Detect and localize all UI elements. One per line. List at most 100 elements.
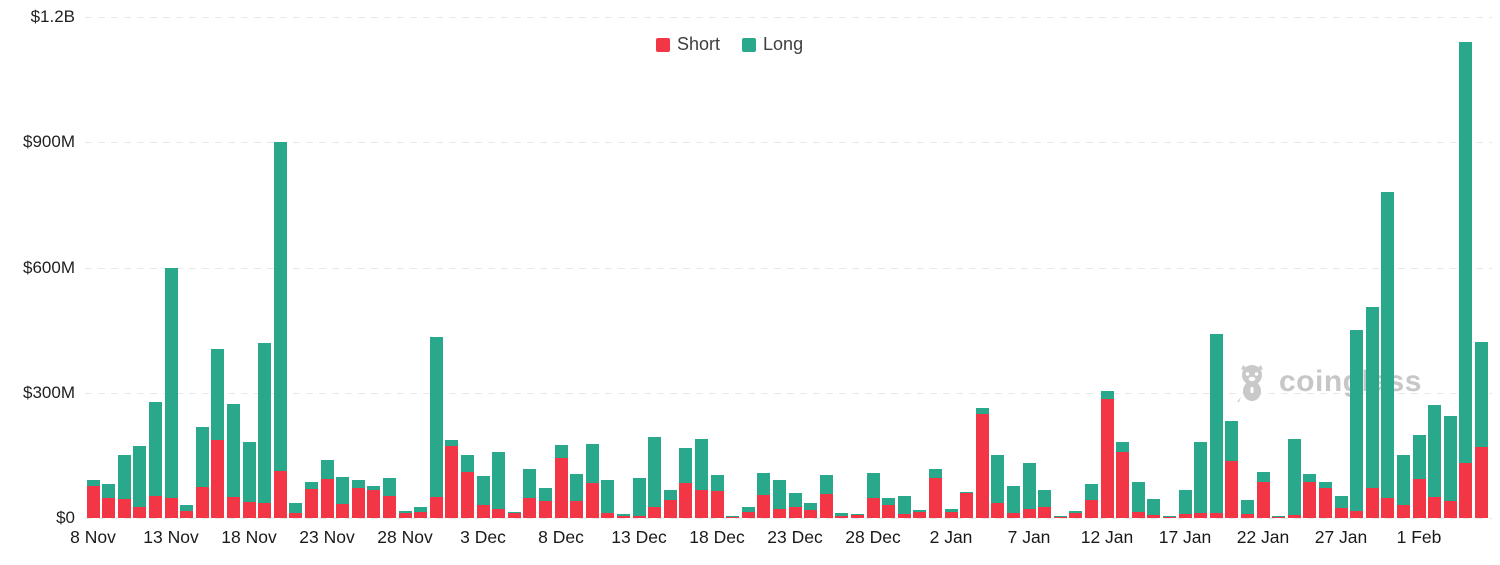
bar-14-jan[interactable] (1131, 481, 1145, 518)
coinglass-bear-icon (1237, 365, 1263, 402)
legend-item-long[interactable]: Long (742, 34, 803, 55)
bar-16-jan[interactable] (1162, 515, 1176, 518)
bar-27-dec[interactable] (850, 513, 864, 518)
bar-7-jan[interactable] (1022, 463, 1036, 518)
bar-30-nov[interactable] (429, 337, 443, 518)
bar-26-dec[interactable] (835, 513, 849, 518)
bar-8-dec[interactable] (554, 444, 568, 518)
bar-20-dec[interactable] (741, 506, 755, 518)
bar-9-nov[interactable] (102, 484, 116, 518)
long-segment (1318, 481, 1332, 488)
bar-28-dec[interactable] (866, 472, 880, 518)
bar-27-jan[interactable] (1334, 495, 1348, 518)
bar-10-dec[interactable] (585, 443, 599, 518)
bar-14-dec[interactable] (648, 437, 662, 518)
bar-16-nov[interactable] (211, 348, 225, 518)
bar-6-dec[interactable] (523, 469, 537, 518)
bar-10-jan[interactable] (1069, 511, 1083, 518)
bar-1-dec[interactable] (445, 439, 459, 518)
bar-14-nov[interactable] (180, 505, 194, 518)
bar-11-dec[interactable] (601, 479, 615, 518)
bar-22-dec[interactable] (772, 480, 786, 518)
bar-22-jan[interactable] (1256, 471, 1270, 518)
bar-19-jan[interactable] (1209, 334, 1223, 518)
bar-25-dec[interactable] (819, 475, 833, 518)
bar-16-dec[interactable] (679, 448, 693, 518)
bar-29-nov[interactable] (414, 507, 428, 518)
bar-21-jan[interactable] (1240, 500, 1254, 518)
bar-30-dec[interactable] (897, 495, 911, 518)
bar-15-nov[interactable] (195, 427, 209, 518)
bar-4-dec[interactable] (492, 451, 506, 518)
bar-17-nov[interactable] (226, 404, 240, 518)
bar-2-dec[interactable] (460, 455, 474, 518)
bar-29-jan[interactable] (1365, 307, 1379, 518)
bar-15-jan[interactable] (1147, 499, 1161, 518)
long-segment (1209, 334, 1223, 513)
bar-13-dec[interactable] (632, 477, 646, 518)
bar-1-jan[interactable] (928, 469, 942, 518)
bar-24-jan[interactable] (1287, 439, 1301, 518)
bar-20-jan[interactable] (1225, 421, 1239, 518)
bar-11-jan[interactable] (1084, 484, 1098, 518)
bar-7-dec[interactable] (538, 487, 552, 518)
bar-31-jan[interactable] (1396, 455, 1410, 518)
bar-9-jan[interactable] (1053, 515, 1067, 518)
bar-18-jan[interactable] (1194, 442, 1208, 518)
bar-2-feb[interactable] (1428, 405, 1442, 518)
long-segment (1069, 511, 1083, 514)
bar-3-feb[interactable] (1443, 415, 1457, 518)
bar-12-dec[interactable] (616, 514, 630, 518)
bar-21-dec[interactable] (757, 472, 771, 518)
bar-4-jan[interactable] (975, 407, 989, 518)
bar-2-jan[interactable] (944, 509, 958, 518)
short-segment (616, 515, 630, 518)
bar-25-nov[interactable] (351, 479, 365, 518)
bar-26-nov[interactable] (367, 485, 381, 518)
bar-12-jan[interactable] (1100, 391, 1114, 518)
bar-15-dec[interactable] (663, 490, 677, 518)
bar-8-nov[interactable] (86, 480, 100, 518)
bar-3-jan[interactable] (960, 491, 974, 518)
bar-5-jan[interactable] (991, 455, 1005, 518)
bar-18-nov[interactable] (242, 442, 256, 518)
bar-18-dec[interactable] (710, 475, 724, 518)
bar-17-dec[interactable] (694, 439, 708, 518)
bar-24-dec[interactable] (804, 503, 818, 518)
bar-19-dec[interactable] (726, 515, 740, 518)
bar-12-nov[interactable] (148, 402, 162, 518)
bar-11-nov[interactable] (133, 446, 147, 518)
legend-label-long: Long (763, 34, 804, 54)
bar-26-jan[interactable] (1318, 481, 1332, 518)
long-segment (1240, 500, 1254, 515)
bar-21-nov[interactable] (289, 503, 303, 518)
bar-13-jan[interactable] (1116, 442, 1130, 518)
long-segment (242, 442, 256, 502)
bar-28-nov[interactable] (398, 511, 412, 518)
bar-25-jan[interactable] (1303, 474, 1317, 518)
bar-27-nov[interactable] (382, 477, 396, 518)
bar-20-nov[interactable] (273, 141, 287, 518)
bar-5-feb[interactable] (1474, 342, 1488, 518)
bar-13-nov[interactable] (164, 267, 178, 518)
bar-17-jan[interactable] (1178, 490, 1192, 518)
legend-item-short[interactable]: Short (656, 34, 720, 55)
bar-23-nov[interactable] (320, 460, 334, 518)
bar-5-dec[interactable] (507, 511, 521, 518)
bar-1-feb[interactable] (1412, 435, 1426, 518)
bar-24-nov[interactable] (336, 477, 350, 518)
bar-3-dec[interactable] (476, 476, 490, 518)
bar-31-dec[interactable] (913, 510, 927, 518)
bar-22-nov[interactable] (304, 481, 318, 518)
bar-30-jan[interactable] (1381, 192, 1395, 518)
bar-6-jan[interactable] (1006, 485, 1020, 518)
bar-23-dec[interactable] (788, 493, 802, 518)
bar-28-jan[interactable] (1350, 329, 1364, 518)
bar-19-nov[interactable] (258, 342, 272, 518)
bar-23-jan[interactable] (1272, 515, 1286, 518)
bar-4-feb[interactable] (1459, 41, 1473, 518)
bar-29-dec[interactable] (882, 497, 896, 518)
bar-9-dec[interactable] (570, 474, 584, 518)
bar-8-jan[interactable] (1038, 490, 1052, 518)
bar-10-nov[interactable] (117, 455, 131, 518)
